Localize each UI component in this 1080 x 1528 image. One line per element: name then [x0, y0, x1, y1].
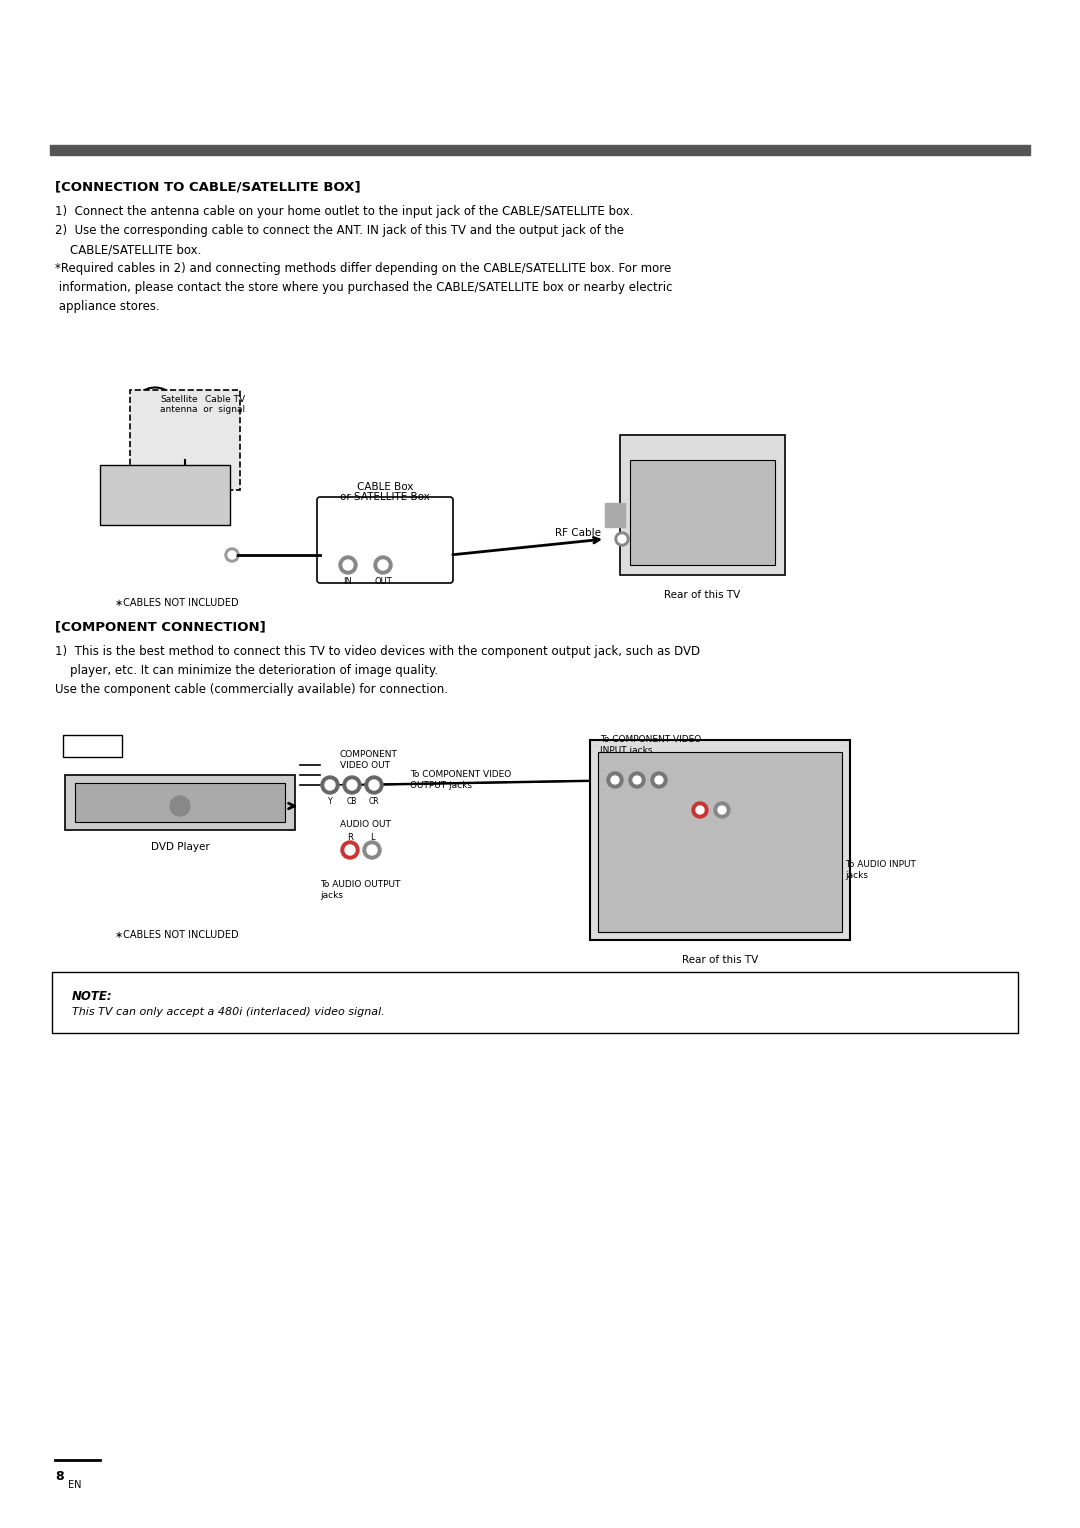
Circle shape [321, 776, 339, 795]
Circle shape [365, 776, 383, 795]
Text: Ex.: Ex. [83, 746, 103, 756]
Circle shape [696, 805, 704, 814]
Circle shape [347, 779, 357, 790]
Circle shape [369, 779, 379, 790]
Circle shape [692, 802, 708, 817]
FancyBboxPatch shape [620, 435, 785, 575]
FancyBboxPatch shape [65, 775, 295, 830]
Circle shape [615, 532, 629, 545]
Text: DVD Player: DVD Player [150, 842, 210, 853]
Text: L: L [369, 833, 375, 842]
Text: COMPONENT
VIDEO OUT: COMPONENT VIDEO OUT [340, 750, 397, 770]
Circle shape [170, 796, 190, 816]
Circle shape [341, 840, 359, 859]
Text: [COMPONENT CONNECTION]: [COMPONENT CONNECTION] [55, 620, 266, 633]
Text: IN: IN [343, 578, 352, 587]
Circle shape [225, 549, 239, 562]
Text: Cable TV: Cable TV [205, 396, 245, 403]
Circle shape [378, 559, 388, 570]
Text: R: R [347, 833, 353, 842]
Circle shape [343, 776, 361, 795]
Text: or SATELLITE Box: or SATELLITE Box [340, 492, 430, 503]
Circle shape [339, 556, 357, 575]
Bar [50, 145, 1030, 154]
FancyBboxPatch shape [100, 465, 230, 526]
Text: NOTE:: NOTE: [72, 990, 112, 1002]
Text: To AUDIO INPUT
jacks: To AUDIO INPUT jacks [845, 860, 916, 880]
Circle shape [618, 535, 626, 542]
Text: AUDIO OUT: AUDIO OUT [340, 821, 391, 830]
FancyBboxPatch shape [52, 972, 1018, 1033]
Circle shape [651, 772, 667, 788]
Text: This TV can only accept a 480i (interlaced) video signal.: This TV can only accept a 480i (interlac… [72, 1007, 384, 1018]
Text: To COMPONENT VIDEO
INPUT jacks: To COMPONENT VIDEO INPUT jacks [600, 735, 701, 755]
Text: RF Cable: RF Cable [555, 529, 600, 538]
Text: [CONNECTION TO CABLE/SATELLITE BOX]: [CONNECTION TO CABLE/SATELLITE BOX] [55, 180, 361, 193]
FancyBboxPatch shape [318, 497, 453, 584]
Text: 1)  Connect the antenna cable on your home outlet to the input jack of the CABLE: 1) Connect the antenna cable on your hom… [55, 205, 673, 313]
Text: CABLE Box: CABLE Box [356, 481, 414, 492]
Circle shape [228, 552, 237, 559]
FancyBboxPatch shape [630, 460, 775, 565]
Circle shape [654, 776, 663, 784]
Text: Rear of this TV: Rear of this TV [681, 955, 758, 966]
Text: Y: Y [327, 798, 333, 805]
Text: 8: 8 [55, 1470, 64, 1484]
Circle shape [374, 556, 392, 575]
Circle shape [343, 559, 353, 570]
Circle shape [714, 802, 730, 817]
Text: CR: CR [368, 798, 379, 805]
Text: antenna  or  signal: antenna or signal [160, 405, 245, 414]
Circle shape [607, 772, 623, 788]
Text: OUT: OUT [374, 578, 392, 587]
Circle shape [629, 772, 645, 788]
Circle shape [345, 845, 355, 856]
FancyBboxPatch shape [590, 740, 850, 940]
Circle shape [325, 779, 335, 790]
Text: Rear of this TV: Rear of this TV [664, 590, 740, 601]
Circle shape [633, 776, 642, 784]
Circle shape [611, 776, 619, 784]
Text: CB: CB [347, 798, 357, 805]
Circle shape [367, 845, 377, 856]
FancyBboxPatch shape [63, 735, 122, 756]
Circle shape [718, 805, 726, 814]
Text: 1)  This is the best method to connect this TV to video devices with the compone: 1) This is the best method to connect th… [55, 645, 700, 695]
Text: ∗CABLES NOT INCLUDED: ∗CABLES NOT INCLUDED [114, 597, 239, 608]
Text: Satellite: Satellite [160, 396, 198, 403]
Circle shape [363, 840, 381, 859]
Text: EN: EN [68, 1481, 81, 1490]
Text: ∗CABLES NOT INCLUDED: ∗CABLES NOT INCLUDED [114, 931, 239, 940]
Bar [75, 782, 285, 822]
Bar [605, 503, 625, 527]
Text: To AUDIO OUTPUT
jacks: To AUDIO OUTPUT jacks [320, 880, 401, 900]
Bar [130, 390, 240, 490]
Bar [598, 752, 842, 932]
Text: To COMPONENT VIDEO
OUTPUT jacks: To COMPONENT VIDEO OUTPUT jacks [410, 770, 511, 790]
